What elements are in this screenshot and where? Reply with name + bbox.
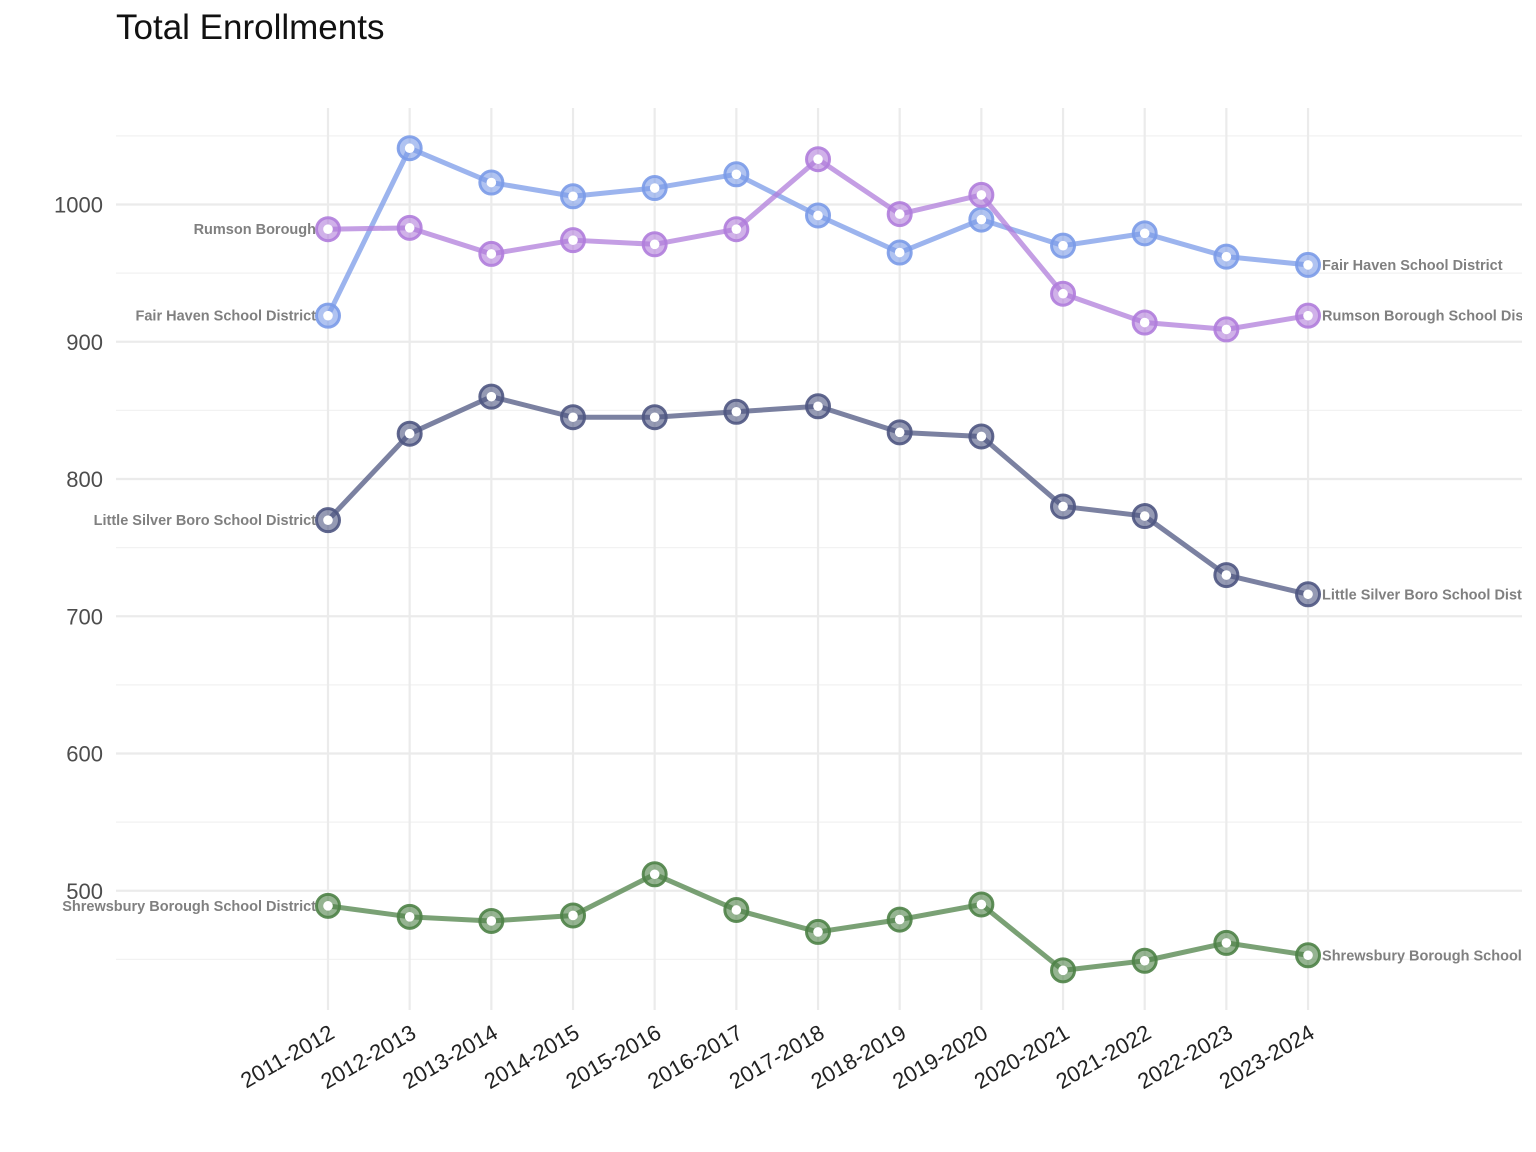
y-tick-label: 500 — [66, 879, 103, 904]
y-tick-label: 700 — [66, 604, 103, 629]
data-point-center — [731, 169, 742, 180]
data-point-center — [404, 223, 415, 233]
chart-title: Total Enrollments — [116, 8, 385, 47]
series-end-label-little-silver-boro-school-district: Little Silver Boro School District — [1322, 587, 1536, 603]
series-start-label-rumson-borough-school-district: Rumson Borough — [194, 222, 316, 238]
data-point-center — [731, 224, 742, 235]
data-point-center — [1058, 288, 1068, 299]
data-point-center — [731, 406, 742, 417]
data-point-center — [813, 210, 823, 221]
series-end-label-shrewsbury-borough-school-district: Shrewsbury Borough School District — [1322, 948, 1536, 964]
data-point-center — [894, 427, 905, 438]
data-point-center — [1303, 260, 1313, 270]
data-point-center — [894, 914, 905, 925]
series-end-label-rumson-borough-school-district: Rumson Borough School District — [1322, 309, 1536, 325]
data-point-center — [1058, 240, 1068, 251]
data-point-center — [1303, 310, 1313, 321]
data-point-center — [976, 899, 987, 910]
data-point-center — [1303, 589, 1313, 600]
data-point-center — [813, 401, 823, 412]
series-shrewsbury-borough-school-district — [315, 861, 1322, 984]
y-tick-label: 600 — [66, 742, 103, 767]
series-start-label-fair-haven-school-district: Fair Haven School District — [136, 309, 317, 325]
y-axis: 500 600 700 800 900 1000 — [54, 193, 103, 904]
data-point-center — [1221, 938, 1232, 948]
data-point-center — [1221, 324, 1232, 335]
data-point-center — [486, 249, 497, 259]
data-point-center — [486, 177, 497, 188]
data-point-center — [568, 235, 578, 245]
data-point-center — [731, 905, 742, 915]
data-point-center — [649, 183, 660, 193]
data-point-center — [323, 224, 333, 235]
data-point-center — [976, 190, 987, 200]
data-point-center — [404, 912, 415, 922]
data-point-center — [1139, 228, 1150, 239]
data-point-center — [649, 869, 660, 880]
data-point-center — [813, 154, 823, 165]
y-tick-label: 800 — [66, 467, 103, 492]
data-point-center — [1139, 317, 1150, 328]
data-point-center — [1058, 501, 1068, 512]
series-start-label-little-silver-boro-school-district: Little Silver Boro School District — [94, 513, 317, 529]
series-rumson-borough-school-district — [315, 146, 1322, 343]
data-point-center — [1303, 950, 1313, 961]
data-point-center — [813, 927, 823, 937]
data-point-center — [976, 431, 987, 442]
data-point-center — [1221, 570, 1232, 580]
data-point-center — [568, 910, 578, 921]
data-point-center — [323, 515, 333, 525]
data-point-center — [486, 391, 497, 402]
y-tick-label: 900 — [66, 330, 103, 355]
series-fair-haven-school-district — [315, 135, 1322, 329]
data-point-center — [323, 310, 333, 321]
data-point-center — [1058, 965, 1068, 976]
data-point-center — [323, 901, 333, 911]
series-little-silver-boro-school-district — [315, 383, 1322, 608]
data-point-center — [568, 412, 578, 423]
data-point-center — [976, 214, 987, 225]
data-point-center — [894, 209, 905, 219]
series-layer — [315, 135, 1322, 984]
x-axis: 2011-20122012-20132013-20142014-20152015… — [236, 1020, 1318, 1094]
data-point-center — [649, 412, 660, 423]
data-point-center — [1221, 251, 1232, 262]
data-point-center — [486, 916, 497, 926]
data-point-center — [1139, 955, 1150, 966]
series-labels: Fair Haven School District Fair Haven Sch… — [62, 222, 1536, 964]
grid — [116, 108, 1522, 1010]
data-point-center — [404, 428, 415, 439]
data-point-center — [1139, 511, 1150, 521]
y-tick-label: 1000 — [54, 193, 103, 218]
series-start-label-shrewsbury-borough-school-district: Shrewsbury Borough School District — [62, 899, 316, 915]
data-point-center — [404, 143, 415, 154]
data-point-center — [894, 247, 905, 258]
series-end-label-fair-haven-school-district: Fair Haven School District — [1322, 258, 1503, 274]
data-point-center — [568, 191, 578, 202]
data-point-center — [649, 239, 660, 250]
